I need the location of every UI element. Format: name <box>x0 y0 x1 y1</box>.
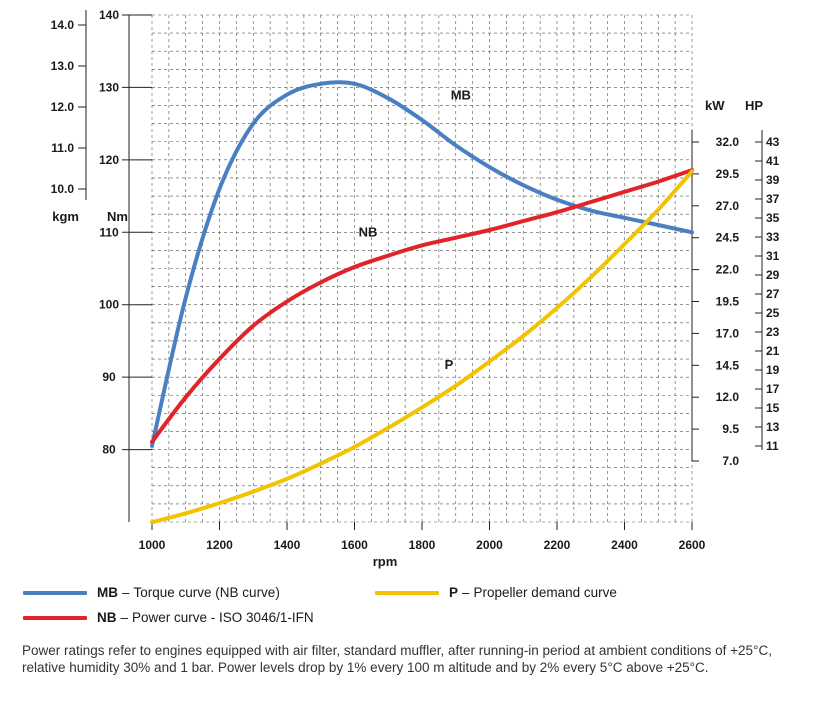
kgm-tick-label: 12.0 <box>51 100 75 114</box>
hp-tick-label: 29 <box>766 268 780 282</box>
legend-desc-mb: Torque curve (NB curve) <box>133 585 280 600</box>
kw-tick-label: 17.0 <box>716 326 740 340</box>
legend-item-p: P – Propeller demand curve <box>375 585 617 600</box>
kw-tick-label: 12.0 <box>716 390 740 404</box>
curve-label-mb: MB <box>451 88 471 103</box>
hp-tick-label: 27 <box>766 287 780 301</box>
x-tick-label: 2200 <box>544 538 571 552</box>
nm-tick-label: 100 <box>99 298 119 312</box>
legend-separator-nb: – <box>120 610 129 625</box>
x-tick-label: 1400 <box>274 538 301 552</box>
kw-tick-label: 9.5 <box>722 422 739 436</box>
hp-tick-label: 13 <box>766 420 780 434</box>
hp-tick-label: 33 <box>766 230 780 244</box>
curve-label-p: P <box>445 357 454 372</box>
x-tick-label: 1000 <box>139 538 166 552</box>
footnote: Power ratings refer to engines equipped … <box>22 643 772 675</box>
nm-tick-label: 120 <box>99 153 119 167</box>
x-tick-label: 1600 <box>341 538 368 552</box>
grid <box>151 14 693 523</box>
hp-tick-label: 17 <box>766 382 780 396</box>
kgm-tick-label: 13.0 <box>51 59 75 73</box>
legend-swatch-mb <box>23 590 87 595</box>
curve-label-nb: NB <box>359 224 378 239</box>
legend-separator-mb: – <box>122 585 130 600</box>
x-tick-label: 2400 <box>611 538 638 552</box>
x-tick-label: 1200 <box>206 538 233 552</box>
hp-tick-label: 15 <box>766 401 780 415</box>
legend-desc-p: Propeller demand curve <box>473 585 617 600</box>
kw-tick-label: 27.0 <box>716 199 740 213</box>
legend-item-mb: MB – Torque curve (NB curve) <box>23 585 280 600</box>
kw-tick-label: 19.5 <box>716 295 740 309</box>
kw-tick-label: 22.0 <box>716 263 740 277</box>
hp-tick-label: 11 <box>766 439 779 453</box>
kgm-axis-title: kgm <box>52 209 79 224</box>
hp-tick-label: 21 <box>766 344 780 358</box>
x-tick-label: 2600 <box>679 538 706 552</box>
x-axis-title: rpm <box>373 554 398 569</box>
kw-tick-label: 24.5 <box>716 231 740 245</box>
hp-tick-label: 19 <box>766 363 780 377</box>
legend-separator-p: – <box>462 585 470 600</box>
legend-code-p: P <box>449 585 459 600</box>
legend-item-nb: NB – Power curve - ISO 3046/1-IFN <box>23 610 314 625</box>
kgm-tick-label: 10.0 <box>51 182 75 196</box>
hp-tick-label: 31 <box>766 249 780 263</box>
nm-tick-label: 90 <box>102 370 116 384</box>
kw-tick-label: 7.0 <box>722 454 739 468</box>
nm-tick-label: 130 <box>99 80 119 94</box>
x-tick-label: 1800 <box>409 538 436 552</box>
x-tick-label: 2000 <box>476 538 503 552</box>
hp-tick-label: 43 <box>766 135 780 149</box>
nm-tick-label: 80 <box>102 443 116 457</box>
hp-axis-title: HP <box>745 98 763 113</box>
series-line-nb <box>150 168 694 444</box>
kgm-tick-label: 14.0 <box>51 18 75 32</box>
legend-swatch-p <box>375 590 439 595</box>
legend-code-mb: MB <box>97 585 118 600</box>
kw-tick-label: 14.5 <box>716 358 740 372</box>
hp-tick-label: 41 <box>766 154 780 168</box>
kgm-tick-label: 11.0 <box>51 141 74 155</box>
hp-tick-label: 39 <box>766 173 780 187</box>
nm-tick-label: 110 <box>99 225 119 239</box>
nm-axis-title: Nm <box>107 209 128 224</box>
performance-chart: 80 90 100 110 120 130 140 10.0 11.0 12.0 13.0 14.0 k… <box>51 8 780 569</box>
legend-desc-nb: Power curve - ISO 3046/1-IFN <box>132 610 314 625</box>
kw-tick-label: 29.5 <box>716 167 740 181</box>
nm-tick-label: 140 <box>99 8 119 22</box>
series-line-mb <box>150 80 694 448</box>
hp-tick-label: 37 <box>766 192 780 206</box>
kw-tick-label: 32.0 <box>716 135 740 149</box>
legend-code-nb: NB <box>97 610 117 625</box>
legend-swatch-nb <box>23 615 87 620</box>
hp-tick-label: 35 <box>766 211 780 225</box>
hp-tick-label: 23 <box>766 325 780 339</box>
series-line-p <box>150 169 694 525</box>
hp-tick-label: 25 <box>766 306 780 320</box>
kw-axis-title: kW <box>705 98 725 113</box>
